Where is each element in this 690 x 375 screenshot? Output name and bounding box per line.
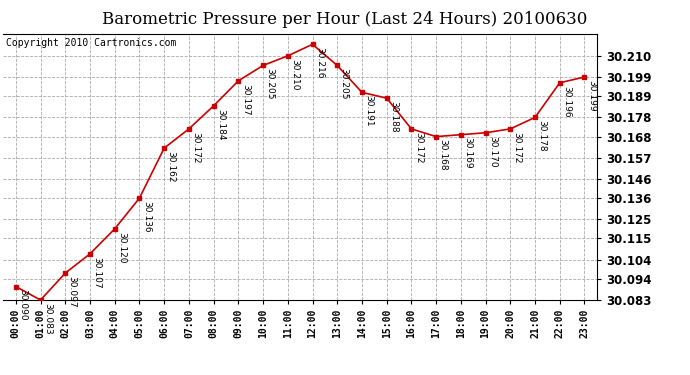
Text: 30.162: 30.162 [166, 151, 176, 182]
Text: 30.090: 30.090 [18, 290, 28, 321]
Text: 30.172: 30.172 [513, 132, 522, 163]
Text: 30.120: 30.120 [117, 232, 126, 263]
Text: 30.168: 30.168 [439, 140, 448, 171]
Text: 30.136: 30.136 [142, 201, 151, 232]
Text: Copyright 2010 Cartronics.com: Copyright 2010 Cartronics.com [6, 38, 177, 48]
Text: 30.178: 30.178 [538, 120, 546, 152]
Text: Barometric Pressure per Hour (Last 24 Hours) 20100630: Barometric Pressure per Hour (Last 24 Ho… [102, 11, 588, 28]
Text: 30.097: 30.097 [68, 276, 77, 308]
Text: 30.172: 30.172 [191, 132, 200, 163]
Text: 30.170: 30.170 [488, 135, 497, 167]
Text: 30.196: 30.196 [562, 86, 571, 117]
Text: 30.172: 30.172 [414, 132, 423, 163]
Text: 30.205: 30.205 [339, 68, 348, 100]
Text: 30.199: 30.199 [587, 80, 596, 111]
Text: 30.107: 30.107 [92, 256, 101, 288]
Text: 30.169: 30.169 [463, 138, 473, 169]
Text: 30.216: 30.216 [315, 47, 324, 79]
Text: 30.184: 30.184 [216, 109, 225, 140]
Text: 30.188: 30.188 [389, 101, 398, 132]
Text: 30.191: 30.191 [364, 95, 373, 127]
Text: 30.083: 30.083 [43, 303, 52, 334]
Text: 30.205: 30.205 [266, 68, 275, 100]
Text: 30.197: 30.197 [241, 84, 250, 115]
Text: 30.210: 30.210 [290, 58, 299, 90]
